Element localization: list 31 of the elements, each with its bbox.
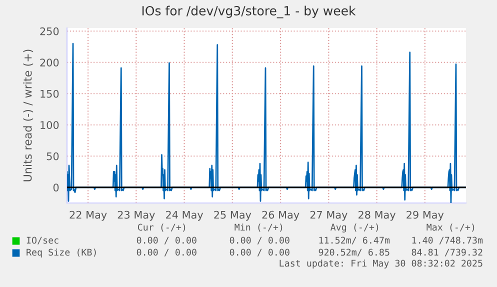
x-tick-label: 23 May	[118, 210, 155, 221]
x-tick-label: 22 May	[70, 210, 107, 221]
text: 11.52m/ 6.47m	[319, 236, 390, 244]
x-tick-label: 27 May	[310, 210, 348, 221]
y-tick-label: 50	[46, 152, 59, 160]
text: 0.00 / 0.00	[136, 248, 196, 256]
x-tick-label: 26 May	[262, 210, 300, 221]
x-tick-label: 25 May	[214, 210, 252, 221]
text: 0.00 / 0.00	[230, 236, 290, 244]
text: 0.00 / 0.00	[230, 248, 290, 256]
y-tick-label: 200	[40, 58, 59, 66]
chart-title: IOs for /dev/vg3/store_1 - by week	[142, 6, 356, 18]
text: Last update: Fri May 30 08:32:02 2025	[280, 260, 482, 268]
y-tick-label: 100	[40, 121, 59, 129]
x-tick-label: 24 May	[166, 210, 204, 221]
legend-label: Req Size (KB)	[26, 248, 96, 258]
x-tick-label: 28 May	[358, 210, 396, 221]
text: 0.00 / 0.00	[136, 236, 196, 244]
text: 920.52m/ 6.85	[318, 248, 390, 256]
text: 84.81 /739.32	[412, 248, 482, 256]
x-tick-label: 29 May	[406, 210, 444, 221]
text: Avg (-/+)	[330, 224, 378, 232]
legend-label: IO/sec	[26, 236, 58, 244]
y-tick-label: 250	[40, 27, 59, 36]
text: Max (-/+)	[426, 224, 474, 232]
text: Min (-/+)	[234, 224, 282, 232]
y-axis-title: Units read (-) / write (+)	[23, 50, 34, 182]
y-tick-label: 150	[40, 90, 59, 98]
text: 1.40 /748.73m	[412, 236, 483, 244]
y-tick-label: 0	[53, 184, 59, 192]
text: Cur (-/+)	[138, 224, 186, 232]
